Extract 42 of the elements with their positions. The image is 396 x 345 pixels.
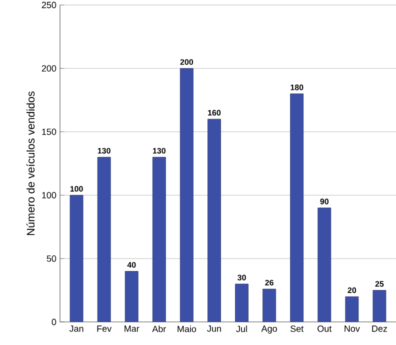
y-tick-label: 150: [42, 128, 56, 135]
y-tick-label: 0: [52, 318, 56, 326]
y-axis-title: Número de veículos vendidos: [26, 91, 35, 236]
bar: [152, 156, 166, 322]
x-tick-label: Fev: [97, 326, 112, 332]
data-label: 180: [290, 84, 304, 90]
bar: [318, 208, 332, 322]
y-tick-label: 200: [42, 65, 56, 72]
data-label: 100: [70, 186, 83, 192]
data-label: 160: [208, 110, 221, 116]
bar: [70, 194, 84, 322]
data-label: 26: [265, 280, 274, 286]
x-tick-label: Nov: [344, 326, 360, 332]
data-label: 20: [348, 287, 356, 294]
data-label: 200: [180, 59, 194, 65]
bar: [235, 284, 248, 322]
x-tick-label: Dez: [372, 326, 388, 332]
x-tick-label: Maio: [178, 326, 196, 332]
bar: [290, 94, 304, 322]
x-tick-label: Set: [290, 326, 304, 332]
x-tick-label: Mar: [124, 326, 140, 332]
y-tick-label: 50: [46, 255, 56, 262]
data-label: 40: [127, 262, 136, 268]
bar: [124, 271, 138, 322]
x-tick-label: Abr: [152, 326, 166, 332]
bar: [180, 68, 194, 322]
data-label: 130: [152, 148, 166, 154]
data-label: 130: [98, 148, 110, 154]
bar: [372, 290, 386, 322]
data-label: 30: [238, 274, 246, 280]
y-tick-label: 100: [42, 192, 56, 198]
bar: [97, 156, 111, 322]
x-tick-label: Jul: [236, 326, 247, 332]
x-tick-label: Ago: [261, 326, 277, 334]
y-tick-label: 250: [42, 2, 56, 8]
data-label: 25: [375, 281, 384, 287]
x-tick-label: Out: [318, 326, 332, 332]
bar: [262, 288, 276, 322]
x-tick-label: Jan: [69, 326, 84, 332]
x-tick-label: Jun: [207, 326, 221, 332]
bar: [208, 118, 221, 322]
data-label: 90: [320, 198, 329, 204]
